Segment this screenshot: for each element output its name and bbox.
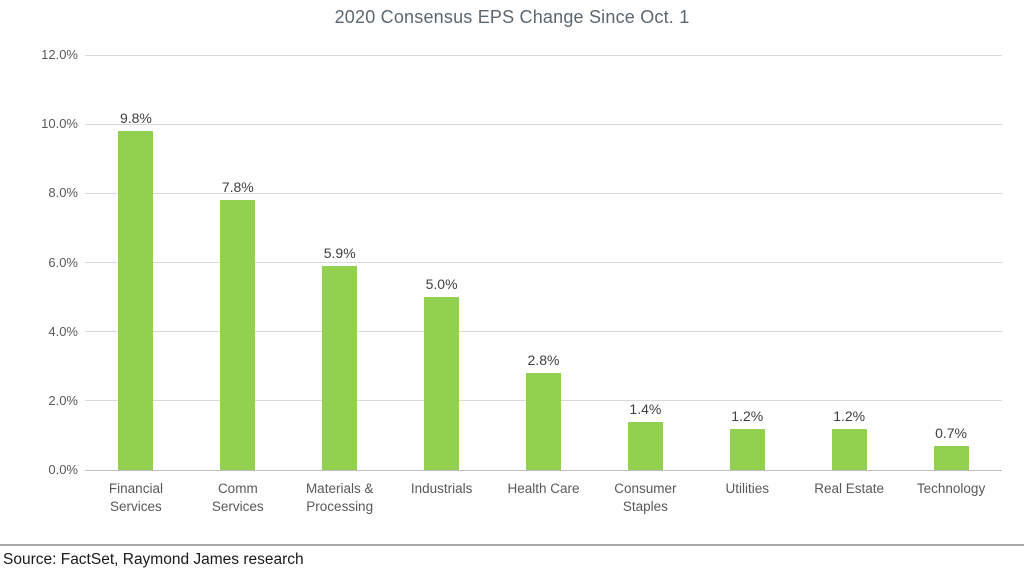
y-tick-label: 4.0% xyxy=(48,323,78,339)
source-divider xyxy=(0,544,1024,546)
bar-value-label: 5.0% xyxy=(425,276,458,293)
y-tick-label: 12.0% xyxy=(41,47,78,62)
gridline xyxy=(85,123,1002,125)
y-tick-label: 8.0% xyxy=(48,185,78,201)
y-tick-label: 10.0% xyxy=(41,116,78,132)
y-axis: 0.0% 2.0% 4.0% 6.0% 8.0% 10.0% 12.0% xyxy=(0,47,78,477)
category-label: Utilities xyxy=(725,481,770,496)
plot-area: 9.8% 7.8% 5.9% 5.0% 2.8% 1.4% 1.2% 1.2% 0.7% xyxy=(85,54,1002,471)
bar-financial-services xyxy=(118,131,154,470)
bar-industrials xyxy=(424,297,460,470)
x-axis-line xyxy=(85,469,1002,471)
bar-real-estate xyxy=(831,428,867,470)
gridline xyxy=(85,262,1002,263)
category-label: Industrials xyxy=(410,481,473,496)
gridline xyxy=(85,331,1002,333)
y-tick-label: 2.0% xyxy=(48,392,78,408)
bar-value-label: 5.9% xyxy=(323,244,356,261)
bar-value-label: 2.8% xyxy=(527,352,560,369)
bar-value-label: 1.4% xyxy=(629,400,662,417)
category-label: Consumer Staples xyxy=(614,481,677,515)
bar-health-care xyxy=(526,373,561,470)
category-label: Financial Services xyxy=(108,481,163,515)
x-axis: Financial Services Comm Services Materials… xyxy=(85,480,1002,520)
bar-value-label: 1.2% xyxy=(833,407,866,424)
y-tick-label: 0.0% xyxy=(48,462,78,477)
bar-technology xyxy=(933,445,969,470)
category-label: Real Estate xyxy=(814,481,885,496)
bar-value-label: 1.2% xyxy=(731,407,764,424)
bar-consumer-staples xyxy=(627,421,663,470)
bar-value-label: 9.8% xyxy=(119,110,152,127)
category-label: Health Care xyxy=(507,481,580,496)
source-attribution: Source: FactSet, Raymond James research xyxy=(3,551,304,568)
bar-value-label: 0.7% xyxy=(935,424,967,441)
category-label: Comm Services xyxy=(211,481,264,515)
bar-materials-processing xyxy=(322,265,358,470)
category-label: Technology xyxy=(916,481,986,496)
bar-comm-services xyxy=(220,200,256,470)
category-label: Materials & Processing xyxy=(305,481,374,515)
bar-value-label: 7.8% xyxy=(221,179,254,196)
bar-utilities xyxy=(729,428,765,470)
gridline xyxy=(85,54,1002,56)
chart-title: 2020 Consensus EPS Change Since Oct. 1 xyxy=(334,7,690,27)
y-tick-label: 6.0% xyxy=(48,254,78,270)
gridline xyxy=(85,192,1002,194)
